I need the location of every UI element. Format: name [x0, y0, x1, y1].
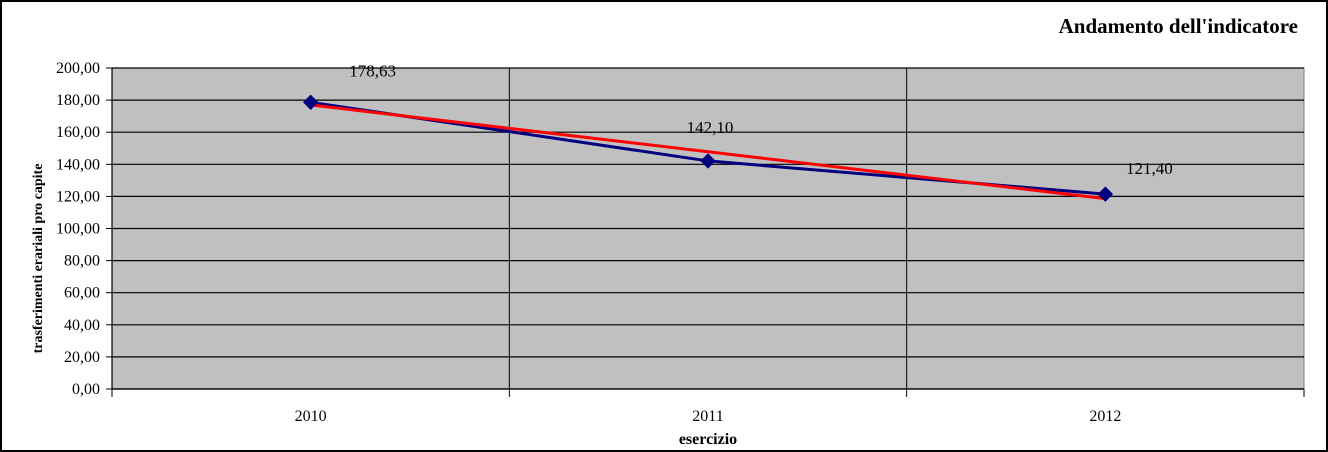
- chart-title: Andamento dell'indicatore: [1058, 14, 1298, 38]
- x-tick-label: 2010: [295, 408, 327, 425]
- y-tick-label: 100,00: [56, 221, 100, 238]
- y-tick-label: 60,00: [64, 285, 100, 302]
- y-axis-title: trasferimenti erariali pro capite: [31, 164, 46, 354]
- trendline: [310, 103, 1106, 201]
- y-tick-label: 200,00: [56, 60, 100, 77]
- y-tick-label: 20,00: [64, 349, 100, 366]
- y-tick-label: 80,00: [64, 253, 100, 270]
- data-point-marker: [1097, 186, 1114, 202]
- y-tick-label: 40,00: [64, 317, 100, 334]
- y-tick-label: 140,00: [56, 156, 100, 173]
- y-tick-label: 120,00: [56, 188, 100, 205]
- x-tick-label: 2012: [1089, 408, 1121, 425]
- y-tick-label: 180,00: [56, 92, 100, 109]
- data-point-marker: [302, 94, 319, 111]
- data-label: 178,63: [349, 61, 396, 80]
- x-tick-label: 2011: [692, 408, 723, 425]
- y-tick-label: 160,00: [56, 124, 100, 141]
- data-label: 121,40: [1126, 159, 1173, 178]
- x-axis-title: esercizio: [679, 431, 737, 448]
- data-label: 142,10: [687, 118, 734, 137]
- y-tick-label: 0,00: [72, 381, 100, 398]
- data-point-marker: [700, 153, 716, 169]
